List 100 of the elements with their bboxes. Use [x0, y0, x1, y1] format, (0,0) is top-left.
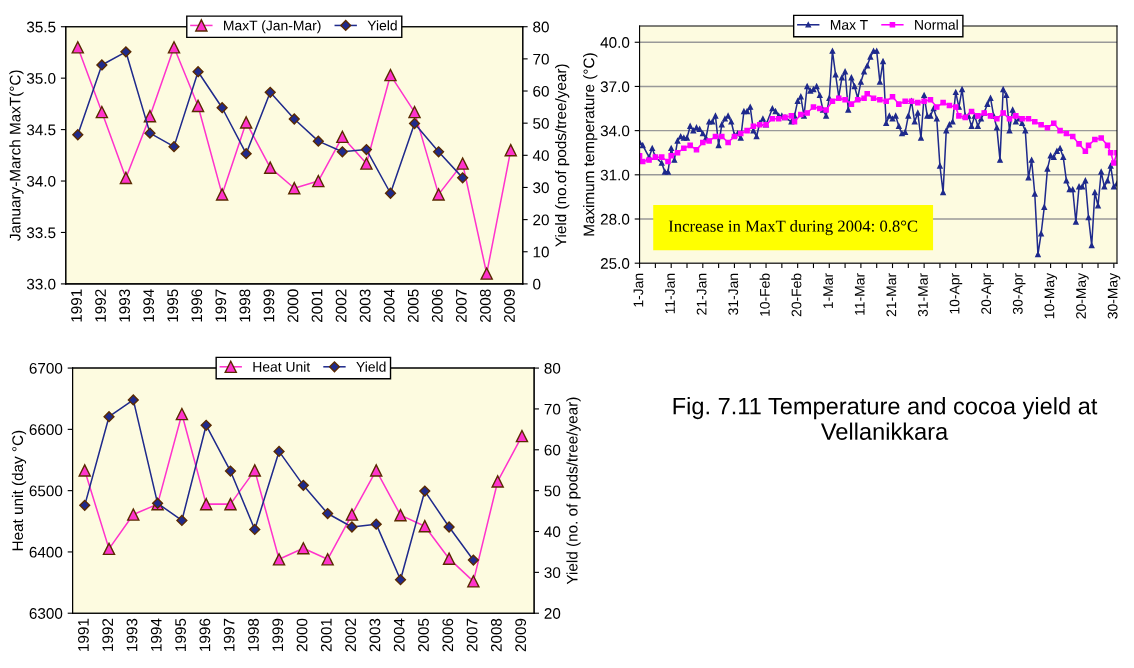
x-tick-label: 20-Apr	[981, 273, 994, 314]
x-tick-label: 2001	[311, 289, 323, 322]
x-tick-label: 10-Apr	[949, 273, 963, 314]
x-tick-label: 2002	[345, 618, 357, 652]
x-tick-label: 2001	[320, 618, 332, 652]
y2-tick-label: 80	[533, 21, 549, 33]
x-tick-label: 2002	[335, 289, 347, 322]
x-tick-label: 20-May	[1076, 272, 1089, 319]
y2-tick-label: 0	[533, 278, 541, 290]
x-tick-label: 1991	[78, 618, 89, 651]
x-tick-label: 2003	[359, 289, 371, 322]
y2-tick-label: 50	[544, 485, 561, 497]
y-tick-label: 31.0	[600, 169, 630, 181]
y-tick-label: 33.5	[26, 227, 56, 239]
y-axis-title: Heat unit (day °C)	[11, 430, 27, 551]
x-tick-label: 1991	[71, 289, 82, 322]
y2-tick-label: 30	[544, 567, 561, 579]
x-tick-label: 31-Jan	[728, 273, 739, 315]
y-axis-title: January-March MaxT(°C)	[9, 70, 24, 241]
y-tick-label: 33.0	[26, 278, 56, 290]
y-tick-label: 6700	[29, 362, 63, 374]
y-tick-label: 40.0	[600, 37, 630, 48]
y-tick-label: 34.0	[600, 125, 630, 137]
x-tick-label: 2004	[393, 618, 405, 652]
x-tick-label: 2003	[369, 618, 381, 652]
y-tick-label: 35.0	[26, 73, 56, 84]
x-tick-label: 2000	[296, 618, 308, 652]
y-tick-label: 6600	[29, 424, 63, 436]
y-tick-label: 34.5	[26, 124, 56, 136]
x-tick-label: 1-Jan	[633, 273, 644, 307]
y2-tick-label: 70	[533, 53, 549, 65]
y-tick-label: 34.0	[26, 175, 56, 187]
y2-tick-label: 60	[533, 85, 549, 97]
x-tick-label: 21-Mar	[886, 273, 897, 317]
x-tick-label: 2009	[515, 618, 527, 652]
x-tick-label: 1994	[150, 618, 162, 651]
x-tick-label: 1995	[167, 289, 179, 322]
x-tick-label: 10-Feb	[759, 273, 770, 316]
y2-tick-label: 40	[532, 150, 549, 161]
legend-label: Max T	[830, 20, 868, 30]
x-tick-label: 1992	[102, 618, 114, 651]
x-tick-label: 31-Mar	[918, 273, 928, 317]
x-tick-label: 10-May	[1044, 272, 1058, 319]
y2-tick-label: 40	[544, 526, 561, 538]
y2-tick-label: 50	[533, 118, 549, 129]
x-tick-label: 1999	[272, 618, 284, 651]
x-tick-label: 30-May	[1107, 272, 1121, 319]
x-tick-label: 2005	[407, 289, 419, 322]
x-tick-label: 2000	[287, 289, 299, 322]
y-tick-label: 28.0	[600, 213, 630, 225]
x-tick-label: 2006	[442, 618, 454, 652]
x-tick-label: 1993	[126, 618, 138, 651]
y-tick-label: 35.5	[26, 21, 56, 33]
x-tick-label: 2008	[490, 618, 502, 652]
y2-axis-title: Yield (no. of pods/tree/year)	[566, 397, 581, 585]
legend-label: MaxT (Jan-Mar)	[224, 20, 321, 34]
y-tick-label: 37.0	[600, 81, 630, 93]
x-tick-label: 1997	[223, 618, 235, 651]
x-tick-label: 2005	[418, 618, 429, 652]
x-tick-label: 2007	[466, 618, 478, 652]
x-tick-label: 1997	[215, 289, 227, 322]
x-tick-label: 2009	[504, 289, 515, 322]
x-tick-label: 1992	[95, 289, 106, 322]
x-tick-label: 2008	[479, 289, 491, 322]
x-tick-label: 2004	[383, 289, 395, 322]
x-tick-label: 1993	[119, 289, 130, 322]
x-tick-label: 1999	[263, 289, 275, 322]
y2-tick-label: 70	[544, 403, 561, 415]
x-tick-label: 1994	[143, 289, 155, 322]
x-tick-label: 30-Apr	[1012, 273, 1026, 315]
y2-tick-label: 20	[533, 214, 549, 226]
y2-tick-label: 60	[544, 444, 561, 456]
x-tick-label: 20-Feb	[791, 273, 802, 317]
x-tick-label: 11-Mar	[854, 273, 865, 315]
y-axis-title: Maximum temperature (°C)	[583, 53, 598, 236]
y-tick-label: 25.0	[600, 258, 630, 269]
x-tick-label: 11-Jan	[665, 273, 675, 314]
y-tick-label: 6400	[29, 546, 63, 558]
y-tick-label: 6500	[29, 485, 63, 497]
x-tick-label: 1998	[248, 618, 259, 651]
x-tick-label: 2006	[431, 289, 443, 322]
text: Fig. 7.11 Temperature and cocoa yield at Vellanikkara	[673, 397, 1098, 440]
annotation: Increase in MaxT during 2004: 0.8°C	[668, 220, 918, 236]
y2-tick-label: 10	[533, 246, 549, 258]
x-tick-label: 1-Mar	[823, 273, 834, 309]
y2-tick-label: 20	[544, 608, 561, 619]
y2-tick-label: 30	[533, 182, 549, 194]
x-tick-label: 1998	[239, 289, 251, 322]
y-tick-label: 6300	[29, 608, 63, 619]
x-tick-label: 1996	[191, 289, 203, 322]
x-tick-label: 1996	[199, 618, 211, 651]
y2-tick-label: 80	[544, 362, 561, 374]
x-tick-label: 2007	[455, 289, 467, 322]
x-tick-label: 1995	[175, 618, 186, 651]
legend-label: Normal	[915, 19, 958, 30]
y2-axis-title: Yield (no.of pods/tree/year)	[555, 64, 570, 247]
legend-label: Yield	[367, 20, 397, 31]
x-tick-label: 21-Jan	[696, 273, 707, 315]
legend-label: Heat Unit	[253, 361, 311, 372]
legend-label: Yield	[356, 361, 386, 372]
